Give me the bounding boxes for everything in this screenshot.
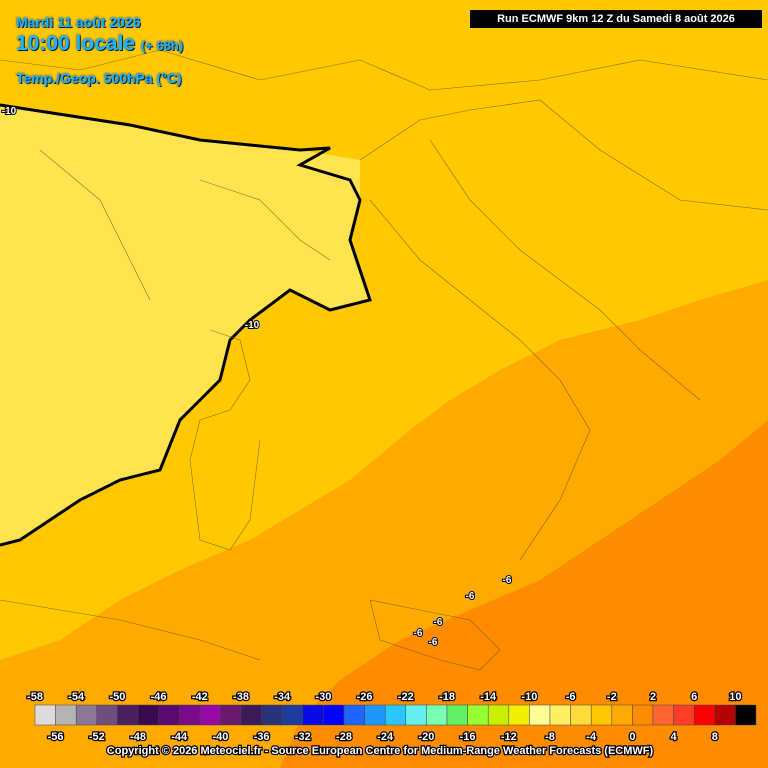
legend-swatch (75, 704, 98, 726)
legend-label: -52 (89, 731, 105, 743)
legend-swatch (158, 704, 180, 726)
legend-label: -46 (151, 691, 167, 703)
legend-swatch (261, 704, 283, 726)
contour-label: -10 (245, 320, 260, 331)
lead: (+ 68h) (140, 38, 184, 53)
legend-swatch (117, 704, 139, 726)
legend-label: 6 (691, 691, 697, 703)
legend-swatch (240, 704, 262, 726)
legend-label: -54 (68, 691, 85, 703)
legend-swatch (405, 704, 427, 726)
legend-label: -6 (566, 691, 576, 703)
run: Run ECMWF 9km 12 Z du Samedi 8 août 2026 (470, 10, 762, 28)
contour-label: -6 (429, 637, 438, 648)
contour-label: -6 (414, 628, 423, 639)
legend-swatch (590, 704, 613, 726)
legend-label: 8 (712, 731, 718, 743)
contour-label: -6 (503, 575, 512, 586)
legend: -58 -54 -50 -46 -42 -38 -34 -30 -26 -22 -18 -14 -10-… (26, 690, 757, 758)
field-dark-orange (280, 420, 768, 768)
legend-label: -30 (315, 691, 331, 703)
field-light (0, 105, 370, 545)
legend-swatch (549, 704, 571, 726)
legend-swatch (343, 704, 365, 726)
legend-swatch (55, 704, 77, 726)
contour-label: -6 (466, 591, 475, 602)
date: Mardi 11 août 2026 (16, 14, 141, 30)
legend-label: -2 (607, 691, 617, 703)
legend-swatch (611, 704, 633, 726)
legend-swatch (220, 704, 242, 726)
legend-label: -12 (501, 731, 517, 743)
legend-label: -58 (27, 691, 43, 703)
contour-label: -10 (2, 106, 17, 117)
legend-label: -56 (48, 731, 64, 743)
legend-swatch (426, 704, 448, 726)
legend-swatch (467, 704, 489, 726)
legend-label: 4 (671, 731, 678, 743)
legend-label: -20 (418, 731, 434, 743)
legend-swatch (199, 704, 221, 726)
legend-label: -28 (336, 731, 352, 743)
legend-swatch (570, 704, 592, 726)
contour-label: -6 (434, 617, 443, 628)
contour-labels: -10 -10 -6 -6 -6 -6 -6 (1, 105, 513, 649)
legend-label: -22 (398, 691, 414, 703)
legend-swatch (652, 704, 674, 726)
legend-label: -14 (480, 691, 497, 703)
legend-swatch (137, 704, 159, 726)
legend-label: 0 (629, 731, 635, 743)
time: 10:00 locale (+ 68h) (16, 32, 183, 56)
legend-label: 10 (729, 691, 741, 703)
legend-label: -4 (586, 731, 597, 743)
legend-swatch (323, 704, 345, 726)
field: Temp./Geop. 500hPa (°C) (16, 70, 182, 86)
contour-minus10 (0, 103, 372, 547)
legend-swatch (714, 704, 736, 726)
legend-label: -8 (545, 731, 555, 743)
legend-label: -26 (357, 691, 373, 703)
borders (0, 49, 768, 671)
legend-swatch (673, 704, 695, 726)
footer: Copyright © 2026 Meteociel.fr - Source E… (107, 745, 654, 757)
legend-swatch (487, 704, 510, 726)
legend-label: -24 (377, 731, 394, 743)
legend-swatch (529, 704, 551, 726)
legend-label: -40 (212, 731, 228, 743)
legend-swatch (446, 704, 468, 726)
legend-label: -10 (521, 691, 537, 703)
legend-label: 2 (650, 691, 656, 703)
legend-swatch (693, 704, 716, 726)
legend-label: -44 (171, 731, 188, 743)
legend-label: -38 (233, 691, 249, 703)
legend-label: -32 (295, 731, 311, 743)
legend-label: -50 (109, 691, 125, 703)
legend-swatch (34, 704, 56, 726)
legend-label: -18 (439, 691, 455, 703)
legend-label: -16 (460, 731, 476, 743)
legend-label: -42 (192, 691, 208, 703)
legend-swatch (302, 704, 324, 726)
legend-swatch (178, 704, 201, 726)
legend-swatch (384, 704, 407, 726)
legend-swatch (508, 704, 530, 726)
legend-swatch (364, 704, 386, 726)
legend-label: -48 (130, 731, 146, 743)
legend-swatch (735, 704, 757, 726)
legend-label: -36 (254, 731, 270, 743)
legend-swatch (96, 704, 118, 726)
time-text: 10:00 locale (16, 32, 136, 55)
legend-label: -34 (274, 691, 291, 703)
legend-swatch (632, 704, 654, 726)
legend-swatch (281, 704, 304, 726)
